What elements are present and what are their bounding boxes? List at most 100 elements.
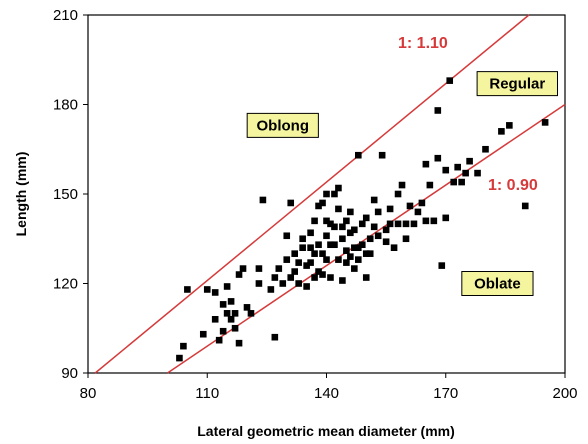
data-point [339,235,346,243]
region-label: Oblong [257,117,310,134]
data-point [247,310,255,317]
data-point [482,145,489,153]
data-point [343,217,350,225]
data-point [418,199,426,207]
data-point [323,217,330,225]
data-point [239,265,247,272]
data-point [358,220,366,228]
data-point [422,217,430,225]
data-point [434,154,442,162]
data-point [374,208,382,216]
data-point [462,169,469,177]
data-point [283,232,291,240]
data-point [362,214,370,222]
data-point [307,259,314,266]
data-point [315,241,322,249]
data-point [343,259,350,266]
data-point [227,298,235,305]
region-label: Oblate [474,276,521,293]
data-point [271,274,279,281]
data-point [442,166,450,174]
data-point [358,241,366,249]
data-point [355,244,362,251]
data-point [295,259,302,266]
data-point [343,247,350,254]
data-point [307,244,314,251]
data-point [339,223,346,231]
data-point [271,333,279,341]
data-point [303,262,310,269]
y-tick-label: 120 [53,276,78,293]
data-point [291,250,298,257]
data-point [374,232,382,240]
data-point [394,190,402,198]
data-point [422,160,430,168]
data-point [303,283,310,290]
data-point [335,184,342,192]
data-point [402,220,410,228]
data-point [227,316,235,323]
data-point [219,301,227,308]
data-point [355,256,362,263]
data-point [370,223,378,231]
data-point [223,283,231,290]
data-point [331,190,338,198]
data-point [327,274,334,281]
data-point [506,122,513,129]
data-point [307,229,314,237]
x-tick-label: 170 [433,385,458,402]
data-point [414,208,422,216]
data-point [366,235,374,243]
data-point [498,128,505,135]
data-point [347,229,354,237]
data-point [362,274,370,281]
data-point [323,232,330,240]
data-point [430,217,438,225]
data-point [231,310,239,317]
data-point [382,226,390,234]
data-point [347,208,354,216]
data-point [299,244,306,251]
data-point [402,235,410,243]
data-point [315,202,322,210]
data-point [434,107,442,114]
data-point [180,342,187,350]
y-tick-label: 210 [53,7,78,24]
data-point [458,178,465,186]
data-point [347,253,354,260]
data-point [199,330,207,338]
data-point [323,256,330,263]
data-point [211,316,219,323]
data-point [223,310,231,317]
data-point [184,286,191,293]
data-point [426,181,434,189]
region-box-bg [476,71,559,97]
region-box-oblong: Oblong [246,112,319,138]
data-point [279,280,287,287]
region-box-bg [246,112,319,138]
data-point [319,199,326,207]
data-point [466,157,473,165]
data-point [275,265,283,272]
data-point [339,277,346,284]
data-point [287,274,295,281]
y-tick-label: 90 [61,365,78,382]
data-point [335,205,342,213]
data-point [311,250,318,257]
data-point [442,214,450,222]
ratio-line-label: 1: 0.90 [488,177,538,194]
data-point [295,280,302,287]
data-point [176,354,183,362]
region-box-oblate: Oblate [461,271,534,296]
data-point [386,220,394,228]
y-tick-label: 150 [53,186,78,203]
data-point [323,190,330,198]
data-point [315,268,322,275]
data-point [335,256,342,263]
x-tick-label: 80 [80,385,97,402]
data-point [203,286,211,293]
x-axis-ticks: 80 110 140 170 200 [80,373,578,402]
data-point [355,151,362,159]
data-point [255,265,263,272]
